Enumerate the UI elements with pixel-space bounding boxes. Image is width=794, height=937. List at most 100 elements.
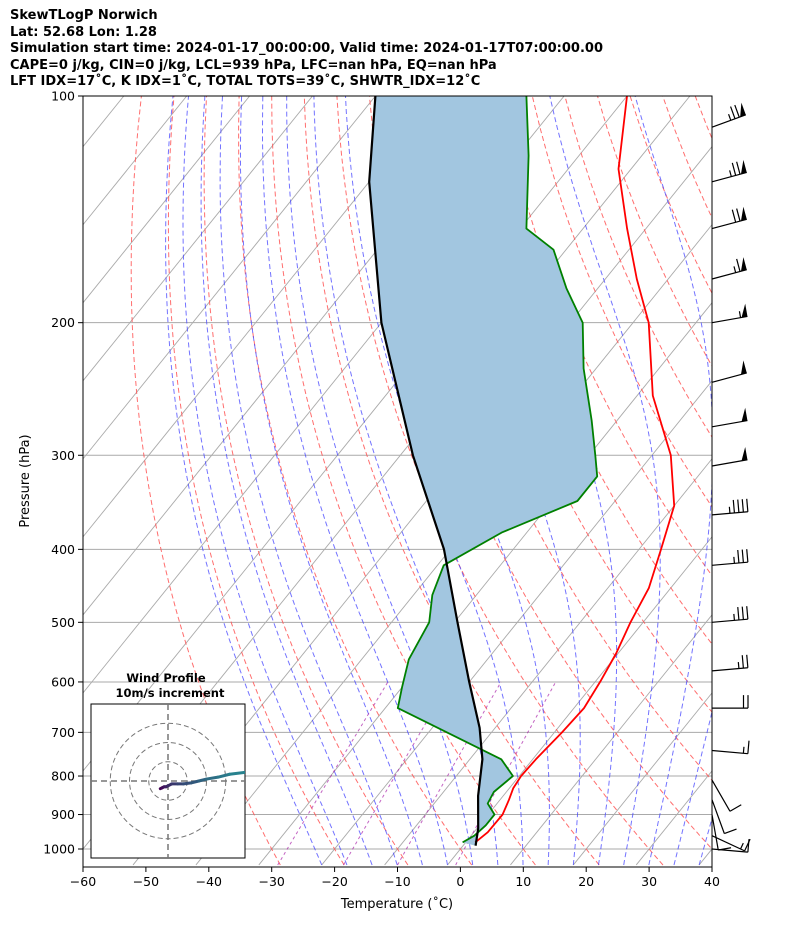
cape-cin-shading [369,96,598,846]
moist-adiabat [182,96,348,866]
barb-staff [711,561,748,566]
mixing-ratio-line [397,681,502,866]
barb-half-flag [740,842,744,850]
wind-barb [711,549,749,566]
barb-half-flag [729,170,732,177]
location-line: Lat: 52.68 Lon: 1.28 [10,24,157,40]
barb-flag [737,606,740,621]
wind-barb [711,799,737,835]
x-axis-label: Temperature (˚C) [340,896,453,912]
wind-barb [711,206,747,230]
barb-flag [741,606,744,620]
moist-adiabat [219,96,398,866]
barb-staff [711,315,748,324]
isotherm-line [83,96,439,538]
data-layer [368,96,676,846]
y-tick-label: 900 [51,807,75,822]
hodograph-title: Wind Profile [126,671,206,685]
moist-adiabat [165,96,323,866]
wind-barb [711,740,750,755]
dry-adiabat [760,96,794,865]
x-tick-label: 40 [704,874,720,889]
hodograph-segment [205,775,220,781]
hodograph-ring [148,761,188,801]
chart-header: SkewTLogP Norwich Lat: 52.68 Lon: 1.28 S… [10,8,603,91]
isotherm-line [83,96,313,382]
barb-half-flag [728,506,731,514]
x-tick-label: −30 [259,874,285,889]
barb-flag [737,499,740,513]
barb-staff [711,459,748,467]
wind-barbs [711,102,751,853]
barb-pennant [740,257,747,272]
dry-adiabat [167,96,345,866]
x-tick-label: −50 [133,874,159,889]
x-tick-label: 0 [456,874,464,889]
barb-staff [711,848,748,853]
barb-flag [746,498,749,512]
dewpoint-line [396,96,599,844]
barb-flag [732,499,736,513]
x-tick-label: −10 [384,874,410,889]
hodograph-subtitle: 10m/s increment [116,686,225,700]
wind-barb [711,779,742,812]
x-tick-label: −20 [321,874,347,889]
mixing-ratio-line [343,681,451,866]
cape-line: CAPE=0 j/kg, CIN=0 j/kg, LCL=939 hPa, LF… [10,57,497,73]
barb-pennant [740,360,747,375]
barb-staff [711,835,745,852]
barb-staff [711,799,725,834]
dry-adiabat [597,96,712,368]
isotherm-line [83,96,376,460]
wind-barb [711,446,748,467]
hodograph-segment [228,770,245,776]
isotherm-line [698,848,712,866]
barb-staff [711,814,719,851]
x-tick-label: 20 [578,874,594,889]
wind-barb [712,695,749,709]
barb-half-flag [733,556,736,564]
wind-barb [711,360,747,383]
dry-adiabat [531,96,712,508]
barb-flag [736,208,741,222]
barb-flag [746,654,749,668]
barb-flag [731,162,737,176]
x-tick-label: 30 [641,874,657,889]
wind-barb [711,159,747,183]
y-tick-label: 700 [51,725,75,740]
barb-half-flag [737,661,740,669]
isotherm-line [321,380,712,866]
barb-half-flag [728,114,732,121]
x-tick-label: 10 [515,874,531,889]
barb-flag [734,104,740,118]
moist-adiabat [673,710,712,866]
parcel-line [368,96,484,846]
barb-half-flag [733,613,736,621]
barb-staff [711,749,748,755]
y-tick-label: 200 [51,315,75,330]
moist-adiabat [262,96,448,866]
barb-flag [747,740,750,754]
moist-adiabat [634,96,712,866]
dry-adiabat [564,96,712,438]
barb-pennant [740,159,747,175]
wind-barb [711,102,747,128]
hodograph-content [91,704,245,858]
wind-barb [711,498,749,516]
moist-adiabat [286,96,474,866]
barb-staff [711,779,731,812]
y-tick-label: 600 [51,674,75,689]
mixing-ratio-line [277,681,389,866]
barb-pennant [740,206,747,221]
time-line: Simulation start time: 2024-01-17_00:00:… [10,41,603,56]
isotherm-line [572,692,712,866]
barb-flag [731,209,737,223]
y-tick-label: 400 [51,542,75,557]
x-tick-label: −40 [196,874,222,889]
wind-barb [711,654,749,672]
dry-adiabat [238,96,473,866]
barb-pennant [741,446,748,461]
barb-flag [741,655,744,669]
barb-flag [730,106,736,119]
barb-pennant [740,102,746,117]
